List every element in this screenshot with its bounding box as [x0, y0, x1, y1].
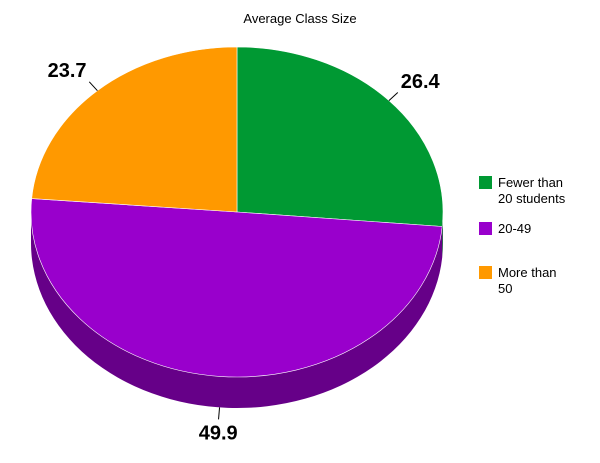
legend-item-3: More than 50: [479, 265, 557, 296]
legend-swatch-2: [479, 222, 492, 235]
legend-label-2: 20-49: [498, 221, 531, 236]
pie-slice-1: [236, 46, 444, 227]
data-label-1: 26.4: [401, 71, 441, 93]
pie-top: [30, 46, 444, 378]
pie-slice-side-2: [31, 212, 443, 409]
legend: Fewer than 20 students 20-49 More than 50: [479, 175, 566, 296]
chart-title: Average Class Size: [243, 11, 356, 26]
legend-label-1: Fewer than 20 students: [498, 175, 566, 206]
legend-item-1: Fewer than 20 students: [479, 175, 566, 206]
legend-item-2: 20-49: [479, 221, 531, 236]
legend-swatch-1: [479, 176, 492, 189]
data-label-2: 49.9: [199, 422, 238, 444]
data-label-3: 23.7: [48, 60, 87, 82]
leader-line-2: [218, 407, 221, 420]
legend-label-3: More than 50: [498, 265, 557, 296]
data-labels: 26.4 49.9 23.7: [48, 60, 441, 444]
leader-line-3: [88, 81, 98, 91]
pie-slice-2: [30, 198, 443, 378]
legend-swatch-3: [479, 266, 492, 279]
leader-line-1: [388, 92, 399, 101]
